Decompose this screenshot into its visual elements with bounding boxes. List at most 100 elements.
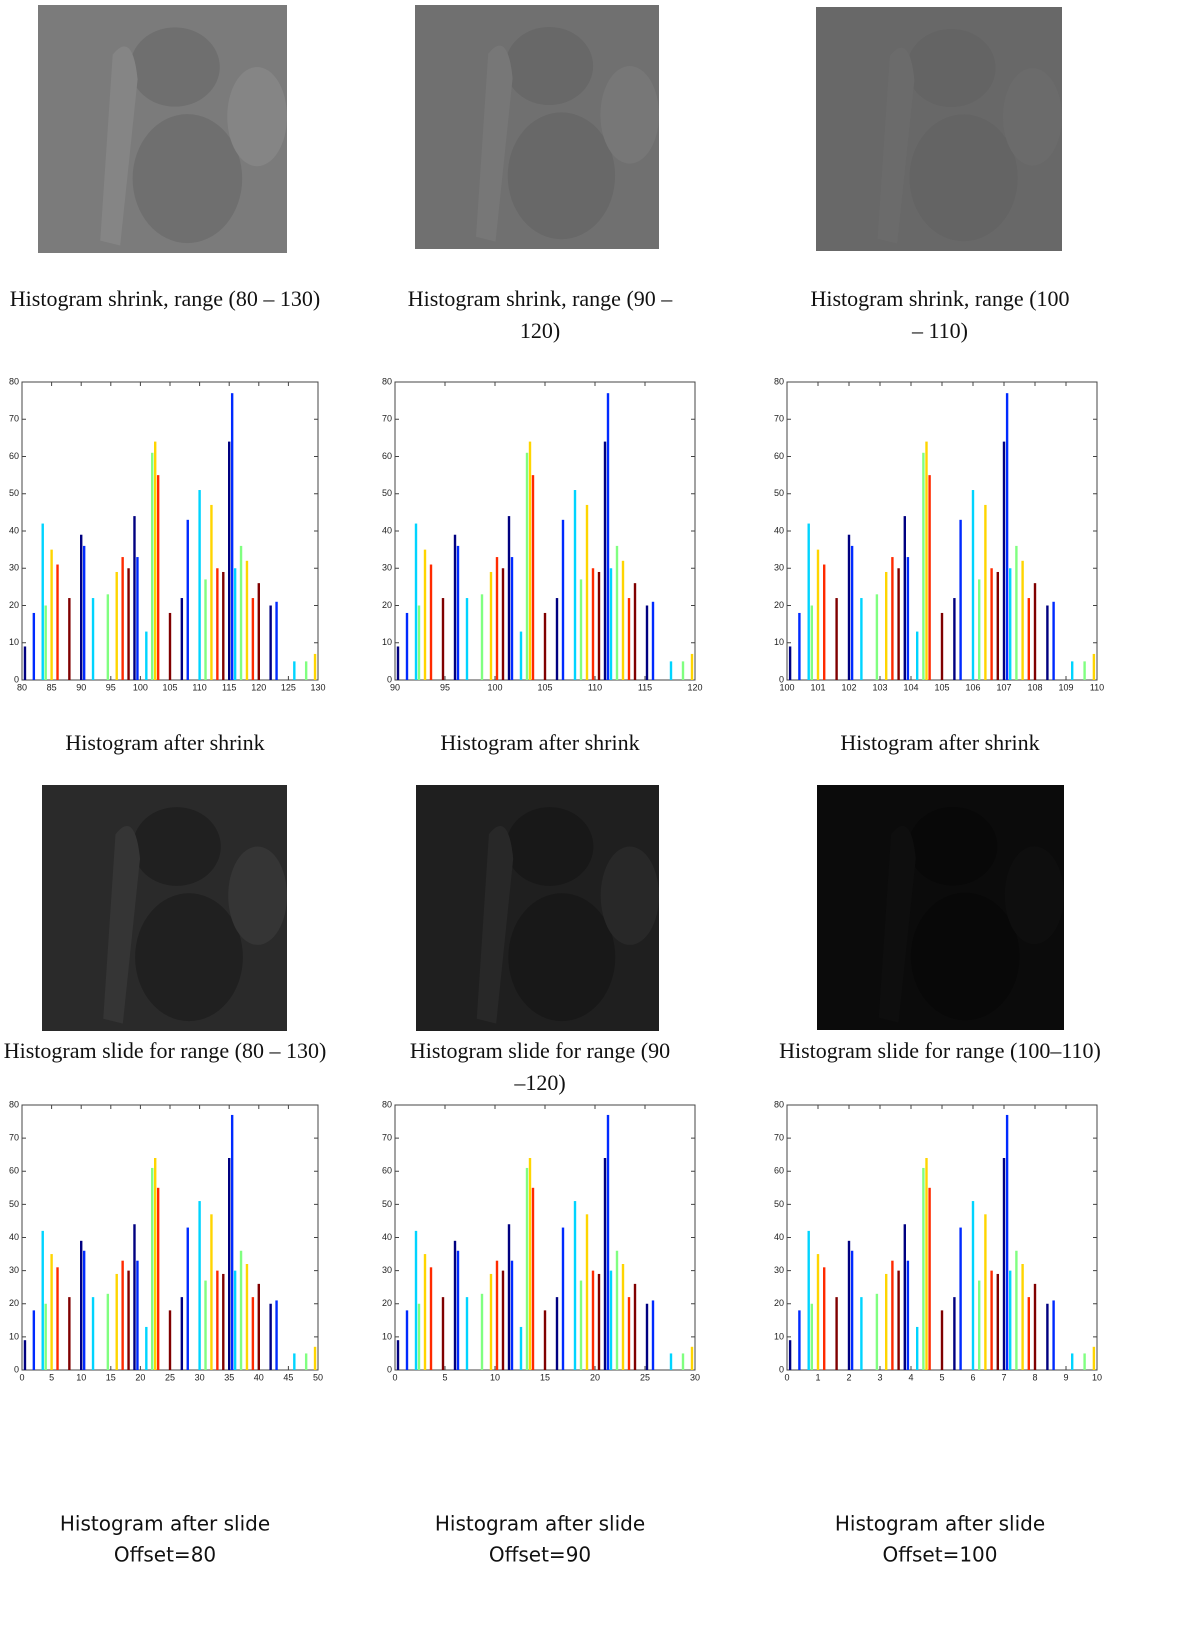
bar <box>44 606 46 681</box>
bar <box>107 1294 109 1370</box>
bar <box>269 606 271 681</box>
y-tick-label: 50 <box>382 1199 392 1209</box>
bar <box>502 1271 504 1370</box>
bar <box>466 598 468 680</box>
y-tick-label: 50 <box>9 488 19 498</box>
y-tick-label: 40 <box>774 525 784 535</box>
x-tick-label: 7 <box>1001 1372 1006 1382</box>
x-tick-label: 100 <box>133 682 148 692</box>
bar <box>187 1228 189 1370</box>
bar <box>314 1347 316 1370</box>
bar <box>50 1254 52 1370</box>
x-tick-label: 106 <box>965 682 980 692</box>
x-tick-label: 85 <box>47 682 57 692</box>
bar <box>1009 1271 1011 1370</box>
x-tick-label: 100 <box>487 682 502 692</box>
bar <box>526 453 528 680</box>
bar <box>628 598 630 680</box>
bar <box>457 546 459 680</box>
bar <box>592 1271 594 1370</box>
bar <box>145 632 147 680</box>
photo <box>42 785 287 1031</box>
bar <box>56 565 58 680</box>
bar <box>204 1281 206 1370</box>
bar <box>1046 1304 1048 1370</box>
bar <box>798 613 800 680</box>
bar <box>848 1241 850 1370</box>
bar <box>851 546 853 680</box>
bar <box>107 594 109 680</box>
photo-caption: Histogram slide for range (90 –120) <box>405 1035 675 1099</box>
photo-shape <box>909 114 1017 241</box>
x-tick-label: 108 <box>1027 682 1042 692</box>
photo-shape <box>228 847 287 945</box>
bar <box>823 565 825 680</box>
bar <box>562 1228 564 1370</box>
bar <box>544 1310 546 1370</box>
x-tick-label: 45 <box>283 1372 293 1382</box>
x-tick-label: 50 <box>313 1372 323 1382</box>
bar <box>532 1188 534 1370</box>
bar <box>586 1214 588 1370</box>
bar <box>508 516 510 680</box>
bar <box>978 1281 980 1370</box>
bar <box>691 654 693 680</box>
photo <box>816 7 1062 251</box>
x-tick-label: 0 <box>392 1372 397 1382</box>
chart-title: Histogram after shrink <box>440 730 639 755</box>
bar <box>275 1300 277 1370</box>
bar <box>418 1304 420 1370</box>
y-tick-label: 70 <box>382 414 392 424</box>
chart-title: Histogram after slide <box>835 1512 1045 1536</box>
x-tick-label: 120 <box>687 682 702 692</box>
photo-shape <box>911 893 1020 1020</box>
y-tick-label: 50 <box>774 488 784 498</box>
chart-title: Histogram after slide <box>60 1512 270 1536</box>
bar <box>646 1304 648 1370</box>
bar <box>885 572 887 680</box>
bar <box>904 516 906 680</box>
x-tick-label: 2 <box>846 1372 851 1382</box>
x-tick-label: 110 <box>192 682 206 692</box>
bar <box>216 1271 218 1370</box>
y-tick-label: 30 <box>774 563 784 573</box>
x-tick-label: 90 <box>390 682 400 692</box>
bar <box>556 598 558 680</box>
bar <box>598 572 600 680</box>
bar <box>817 1254 819 1370</box>
bar <box>925 1158 927 1370</box>
bar <box>990 568 992 680</box>
bar <box>928 1188 930 1370</box>
bar <box>897 568 899 680</box>
bar <box>556 1297 558 1370</box>
bar <box>151 1168 153 1370</box>
y-tick-label: 20 <box>9 1298 19 1308</box>
photo-caption: Histogram shrink, range (80 – 130) <box>0 283 330 315</box>
bar <box>616 1251 618 1370</box>
y-tick-label: 10 <box>774 637 784 647</box>
photo-shape <box>130 27 220 106</box>
bar <box>496 557 498 680</box>
bar <box>580 1281 582 1370</box>
bar <box>228 442 230 680</box>
bar <box>198 1201 200 1370</box>
y-tick-label: 80 <box>382 1099 392 1109</box>
bar <box>1052 1300 1054 1370</box>
x-tick-label: 9 <box>1063 1372 1068 1382</box>
y-tick-label: 0 <box>14 1364 19 1374</box>
x-tick-label: 5 <box>442 1372 447 1382</box>
bar <box>1034 1284 1036 1370</box>
photo-shape <box>907 29 996 107</box>
y-tick-label: 10 <box>774 1331 784 1341</box>
bar <box>80 535 82 680</box>
bar <box>604 1158 606 1370</box>
chart-subtitle: Offset=80 <box>114 1543 216 1567</box>
bar <box>127 568 129 680</box>
bar <box>904 1224 906 1370</box>
bar <box>808 1231 810 1370</box>
y-tick-label: 10 <box>9 1331 19 1341</box>
bar <box>151 453 153 680</box>
bar <box>941 1310 943 1370</box>
bar <box>670 1353 672 1370</box>
y-tick-label: 50 <box>382 488 392 498</box>
